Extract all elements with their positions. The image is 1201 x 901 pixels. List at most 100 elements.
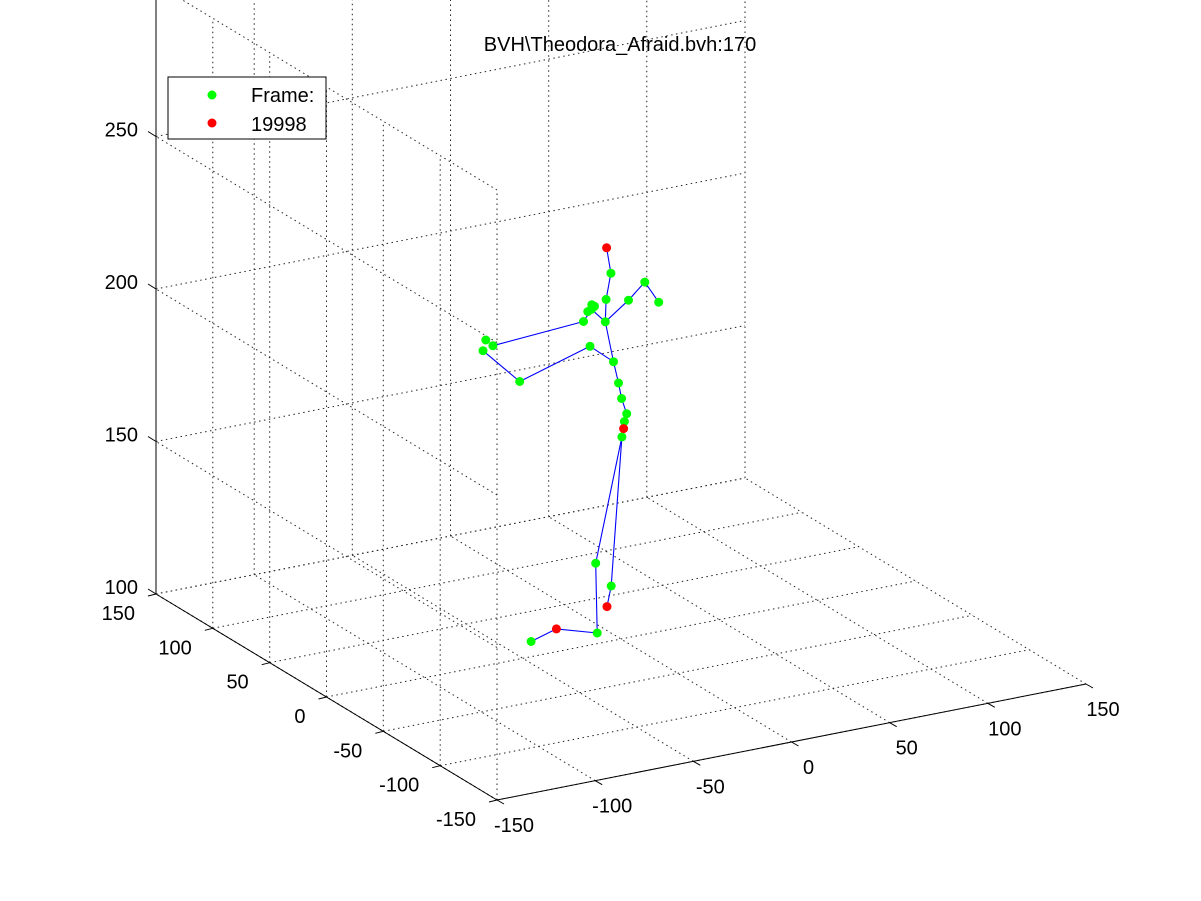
grid-backwall-z [155, 477, 746, 595]
bone-rupleg-rleg [610, 436, 623, 587]
z-tick-mark [147, 436, 157, 442]
grid-floor-y [383, 614, 973, 732]
bone-spine2-neck [604, 321, 615, 362]
bone-hips_marker-lleg [595, 428, 625, 564]
grid-floor-y [440, 649, 1030, 767]
x-tick-mark [1085, 683, 1094, 689]
joint-point-rhand_f2 [481, 335, 491, 345]
y-tick-label: 150 [102, 603, 135, 625]
grid-backwall-z [155, 172, 746, 290]
y-tick-mark [204, 627, 213, 631]
joint-point-lupleg [619, 417, 629, 426]
bone-rfoot-ltoe_end [556, 628, 598, 634]
bone-rarm-rhand_f3 [492, 320, 584, 347]
legend-label-frame: Frame: [251, 85, 314, 107]
bone-ltoe_end-ltoe [530, 628, 557, 642]
x-tick-label: 150 [1086, 699, 1119, 721]
bone-rhand-rhand_f1 [482, 350, 521, 382]
x-tick-label: 100 [988, 718, 1021, 740]
z-tick-mark [147, 283, 157, 290]
tick-labels: -150 -100 -50 0 50 100 150 -150 -100 -50 0 50 100 150… [102, 120, 1120, 838]
marker-point-lfoot [602, 602, 612, 612]
grid-floor-y [212, 511, 802, 629]
x-tick-label: -150 [494, 815, 534, 837]
joint-point-rarm [579, 317, 588, 326]
grid-leftwall-z [155, 136, 498, 343]
grid-floor-y [326, 580, 916, 698]
grid-backwall-z [155, 325, 746, 442]
legend: Frame: 19998 [167, 76, 327, 140]
y-tick-mark [261, 662, 270, 666]
z-tick-label: 200 [105, 272, 138, 294]
bone-spine2-rforearm [589, 345, 614, 363]
joint-point-spine [617, 394, 627, 403]
z-tick-label: 100 [105, 577, 138, 599]
joint-point-head [606, 268, 616, 278]
joint-point-spine2 [609, 357, 618, 367]
joint-point-ltoe [526, 637, 536, 646]
y-tick-label: -50 [333, 740, 362, 762]
joint-point-neck1 [601, 294, 611, 304]
joint-point-rleg [606, 581, 616, 591]
joint-point-rhand [515, 377, 525, 386]
marker-point-head_end [602, 243, 612, 253]
z-tick-label: 150 [105, 425, 138, 447]
joint-point-larm [640, 277, 650, 287]
y-tick-label: 50 [226, 672, 248, 694]
y-tick-label: 0 [294, 706, 305, 728]
skeleton-bones [482, 247, 660, 642]
chart-title: BVH\Theodora_Afraid.bvh:170 [484, 34, 756, 56]
x-tick-mark [693, 760, 701, 766]
joint-point-lforearm [654, 297, 664, 307]
y-tick-mark [432, 765, 441, 769]
x-tick-label: -100 [592, 796, 632, 818]
legend-marker-frame [207, 90, 217, 100]
x-tick-label: 0 [803, 757, 814, 779]
z-tick-mark [147, 588, 157, 595]
y-tick-mark [375, 730, 384, 734]
y-tick-mark [488, 799, 498, 803]
joint-point-rupleg [617, 432, 627, 442]
grid-floor-y [269, 546, 859, 664]
bone-neck-lshoulder [604, 299, 629, 323]
x-tick-mark [987, 702, 996, 708]
x-tick-mark [889, 722, 897, 728]
bone-rforearm-rhand [519, 345, 591, 382]
marker-point-ltoe_end [551, 624, 561, 634]
z-tick-label: 250 [105, 120, 138, 142]
joint-point-lhand_f1 [583, 307, 593, 317]
x-tick-mark [594, 780, 603, 786]
y-tick-mark [318, 696, 327, 700]
joint-point-rfoot [592, 628, 602, 638]
x-tick-mark [791, 741, 799, 747]
joint-point-rhand_f3 [488, 341, 498, 351]
y-tick-mark [147, 593, 157, 597]
grid-leftwall-z [155, 288, 498, 496]
bone-lleg-rfoot [595, 563, 598, 634]
x-tick-label: -50 [696, 776, 725, 798]
grid-leftwall-z [181, 0, 498, 191]
legend-box [167, 76, 327, 140]
x-tick-label: 50 [896, 738, 918, 760]
grid-leftwall-z [155, 441, 498, 648]
legend-label-19998: 19998 [251, 114, 307, 136]
joint-point-rforearm [585, 341, 595, 351]
joint-point-lleg [591, 558, 601, 568]
joint-point-hips [622, 409, 632, 419]
x-tick-mark [496, 799, 505, 805]
joint-point-rhand_f1 [478, 346, 488, 356]
y-tick-label: 100 [158, 637, 191, 659]
joint-point-lhand_f3 [590, 301, 599, 311]
y-tick-label: -150 [436, 809, 476, 831]
z-tick-mark [147, 131, 157, 137]
joint-point-spine1 [614, 378, 623, 388]
y-tick-label: -100 [379, 775, 419, 797]
joint-point-lshoulder [624, 295, 633, 305]
legend-marker-19998 [207, 118, 217, 128]
axis-lines [147, 0, 1094, 805]
marker-point-hips_marker [619, 424, 629, 434]
skeleton-joints [478, 243, 664, 646]
joint-point-neck [600, 317, 610, 327]
